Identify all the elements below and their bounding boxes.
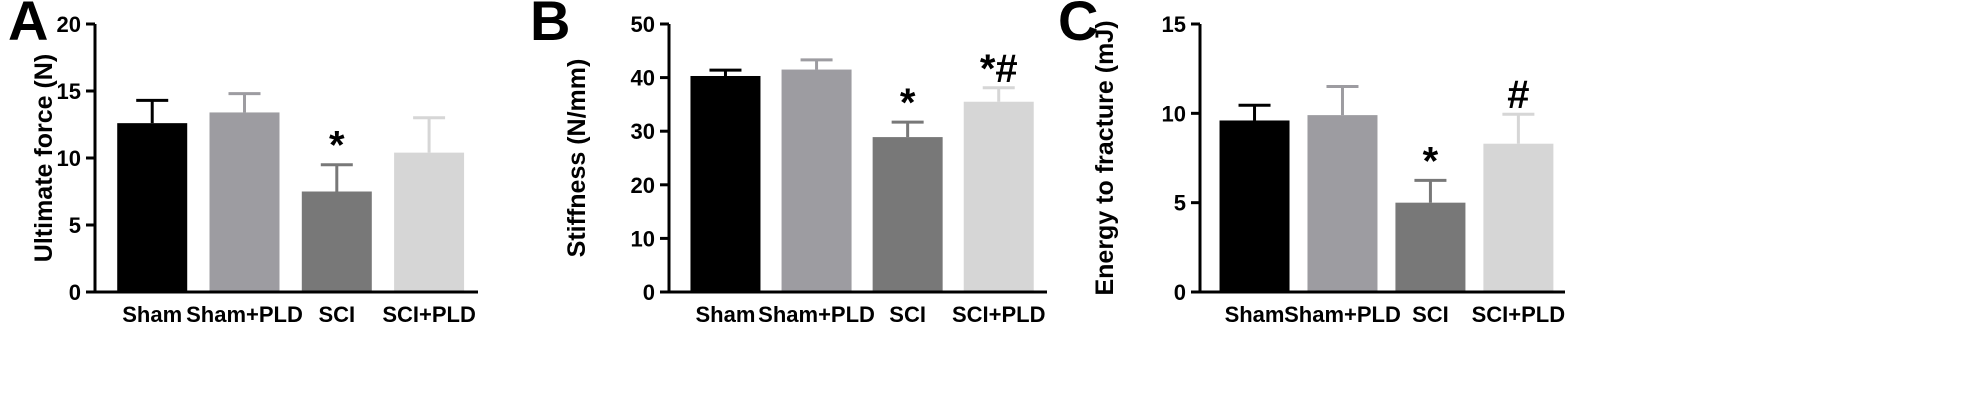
bar-sci: [301, 191, 372, 292]
y-tick-label: 15: [57, 79, 81, 104]
significance-marker: #: [1507, 73, 1529, 117]
y-tick-label: 10: [1162, 101, 1186, 126]
bar-sham-pld: [209, 112, 280, 292]
y-tick-label: 5: [69, 213, 81, 238]
x-tick-label: SCI+PLD: [952, 302, 1046, 327]
y-tick-label: 0: [643, 280, 655, 305]
y-axis-title: Stiffness (N/mm): [563, 59, 591, 258]
bar-sham: [117, 123, 188, 292]
x-tick-label: Sham: [122, 302, 182, 327]
bar-sci-pld: [963, 101, 1034, 292]
panel-letter: C: [1058, 0, 1098, 52]
chart-panel-b: B Stiffness (N/mm) Sham Sham+PLD * SCI *# SCI+P…: [530, 0, 1047, 327]
bar-sci-pld: [394, 152, 465, 292]
x-tick-label: SCI: [889, 302, 926, 327]
x-tick-label: Sham: [696, 302, 756, 327]
bar-sci: [1395, 202, 1466, 292]
y-tick-label: 50: [631, 12, 655, 37]
bar-sci: [872, 137, 943, 292]
y-tick-label: 10: [631, 226, 655, 251]
y-tick-label: 20: [631, 173, 655, 198]
significance-marker: *#: [980, 47, 1018, 91]
x-tick-label: Sham: [1225, 302, 1285, 327]
x-tick-label: SCI: [318, 302, 355, 327]
panel-letter: B: [530, 0, 570, 52]
y-tick-label: 0: [1174, 280, 1186, 305]
x-tick-label: SCI+PLD: [382, 302, 476, 327]
y-tick-label: 0: [69, 280, 81, 305]
bar-sham: [690, 75, 761, 292]
significance-marker: *: [1423, 139, 1439, 183]
x-tick-label: Sham+PLD: [186, 302, 303, 327]
bar-sham-pld: [781, 69, 852, 292]
bar-sci-pld: [1483, 143, 1554, 292]
x-tick-label: Sham+PLD: [758, 302, 875, 327]
y-axis-title: Energy to fracture (mJ): [1091, 20, 1119, 295]
x-tick-label: SCI: [1412, 302, 1449, 327]
x-tick-label: SCI+PLD: [1472, 302, 1566, 327]
significance-marker: *: [900, 81, 916, 125]
y-tick-label: 40: [631, 66, 655, 91]
y-tick-label: 10: [57, 146, 81, 171]
y-tick-label: 15: [1162, 12, 1186, 37]
y-axis-title: Ultimate force (N): [30, 54, 58, 262]
significance-marker: *: [329, 124, 345, 168]
y-tick-label: 20: [57, 12, 81, 37]
y-tick-label: 30: [631, 119, 655, 144]
y-tick-label: 5: [1174, 191, 1186, 216]
bar-sham: [1219, 120, 1290, 292]
x-tick-label: Sham+PLD: [1284, 302, 1401, 327]
panel-letter: A: [8, 0, 48, 52]
bar-sham-pld: [1307, 115, 1378, 293]
